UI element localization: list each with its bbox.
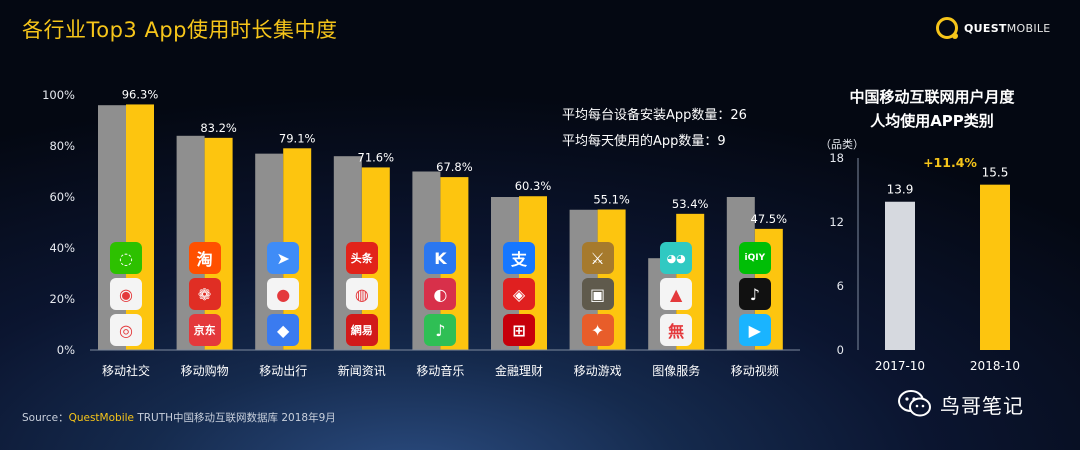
data-label: 55.1% [593,192,630,206]
page-title: 各行业Top3 App使用时长集中度 [22,18,338,42]
source-brand: QuestMobile [68,412,134,424]
tencent-video-icon: ▶ [738,314,771,346]
wechat-watermark: 鸟哥笔记 [898,389,1024,419]
side-data-label: 13.9 [887,183,914,197]
logo-text: QUESTMOBILE [964,22,1051,35]
baidu-map-icon: ● [267,278,300,310]
data-label: 53.4% [672,197,709,211]
data-label: 96.3% [122,87,159,101]
category-label: 移动视频 [731,363,779,378]
y-tick-label: 40% [49,241,75,255]
pinduoduo-icon: ❁ [188,278,221,310]
side-category-label: 2018-10 [970,359,1020,373]
honor-of-kings-icon: ⚔ [581,242,614,274]
stat-annotation-0: 平均每台设备安装App数量：26 [562,107,747,123]
gallery-icon: ▲ [660,278,693,310]
data-label: 60.3% [515,179,552,193]
category-label: 金融理财 [495,363,543,378]
kugou-icon: K [424,242,457,274]
category-label: 图像服务 [652,363,700,378]
y-tick-label: 100% [42,88,75,102]
data-label: 71.6% [358,150,395,164]
category-label: 新闻资讯 [338,363,386,378]
questmobile-logo-icon [936,17,958,39]
alipay-icon: 支 [503,242,535,274]
data-label: 79.1% [279,131,316,145]
side-data-label: 15.5 [982,166,1009,180]
qq-icon: ◉ [110,278,142,310]
bank-app-icon: ◈ [503,278,535,310]
wechat-account-name: 鸟哥笔记 [940,393,1024,418]
qq-music-icon: ♪ [424,314,457,346]
y-tick-label: 20% [49,292,75,306]
side-chart-title-line: 人均使用APP类别 [870,112,994,130]
side-bar-1 [980,184,1010,350]
taobao-icon: 淘 [188,242,221,274]
douyin-icon: ♪ [738,278,771,310]
netease-music-icon: ◐ [424,278,457,310]
data-label: 47.5% [751,212,788,226]
category-label: 移动社交 [102,363,150,378]
logo-text-rest: MOBILE [1006,21,1051,35]
side-category-label: 2017-10 [875,359,925,373]
category-label: 移动游戏 [574,364,622,378]
category-label: 移动购物 [181,363,229,378]
happy-elimination-icon: ✦ [581,314,614,346]
y-tick-label: 0% [57,343,75,357]
side-y-axis-label: （品类） [820,137,864,151]
source-rest: TRUTH中国移动互联网数据库 2018年9月 [134,412,336,424]
meitu-camera-icon: ◕◕ [660,242,693,274]
pubg-icon: ▣ [581,278,614,310]
netease-news-icon: 網易 [345,314,378,346]
side-y-tick-label: 18 [829,151,844,165]
weibo-icon: ◎ [110,314,142,346]
wechat-icon: ◌ [110,242,142,274]
source-prefix: Source： [22,412,69,424]
wuta-camera-icon: 無 [660,314,693,346]
amap-icon: ➤ [267,242,300,274]
logo-text-bold: QUEST [964,21,1007,35]
category-label: 移动音乐 [416,363,464,378]
y-tick-label: 80% [49,139,75,153]
side-y-tick-label: 12 [829,215,844,229]
questmobile-logo: QUESTMOBILE [936,17,1051,39]
y-tick-label: 60% [49,190,75,204]
wechat-icon [898,390,931,417]
data-label: 67.8% [436,160,473,174]
side-chart-title-line: 中国移动互联网用户月度 [849,88,1015,106]
tencent-news-icon: ◍ [345,278,378,310]
category-label: 移动出行 [259,364,307,378]
iqiyi-icon: iQIY [738,242,771,274]
side-bar-0 [885,201,915,350]
data-label: 83.2% [200,121,237,135]
tencent-map-icon: ◆ [267,314,300,346]
icbc-icon: ⊞ [503,314,535,346]
source-note: Source：QuestMobile TRUTH中国移动互联网数据库 2018年… [22,410,336,425]
side-y-tick-label: 0 [837,343,844,357]
stat-annotation-1: 平均每天使用的App数量：9 [562,133,726,149]
side-growth-label: +11.4% [923,155,977,170]
jd-icon: 京东 [188,314,221,346]
toutiao-icon: 头条 [345,242,378,274]
side-y-tick-label: 6 [837,279,844,293]
